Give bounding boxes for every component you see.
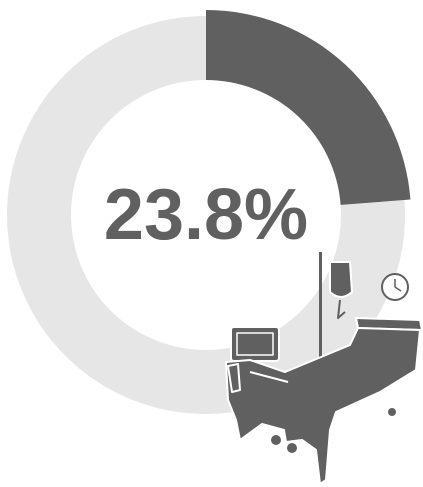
donut [7,10,411,414]
hospital-bed-icon [225,252,423,485]
donut-segment [206,10,411,205]
center-value-label: 23.8% [104,175,308,255]
